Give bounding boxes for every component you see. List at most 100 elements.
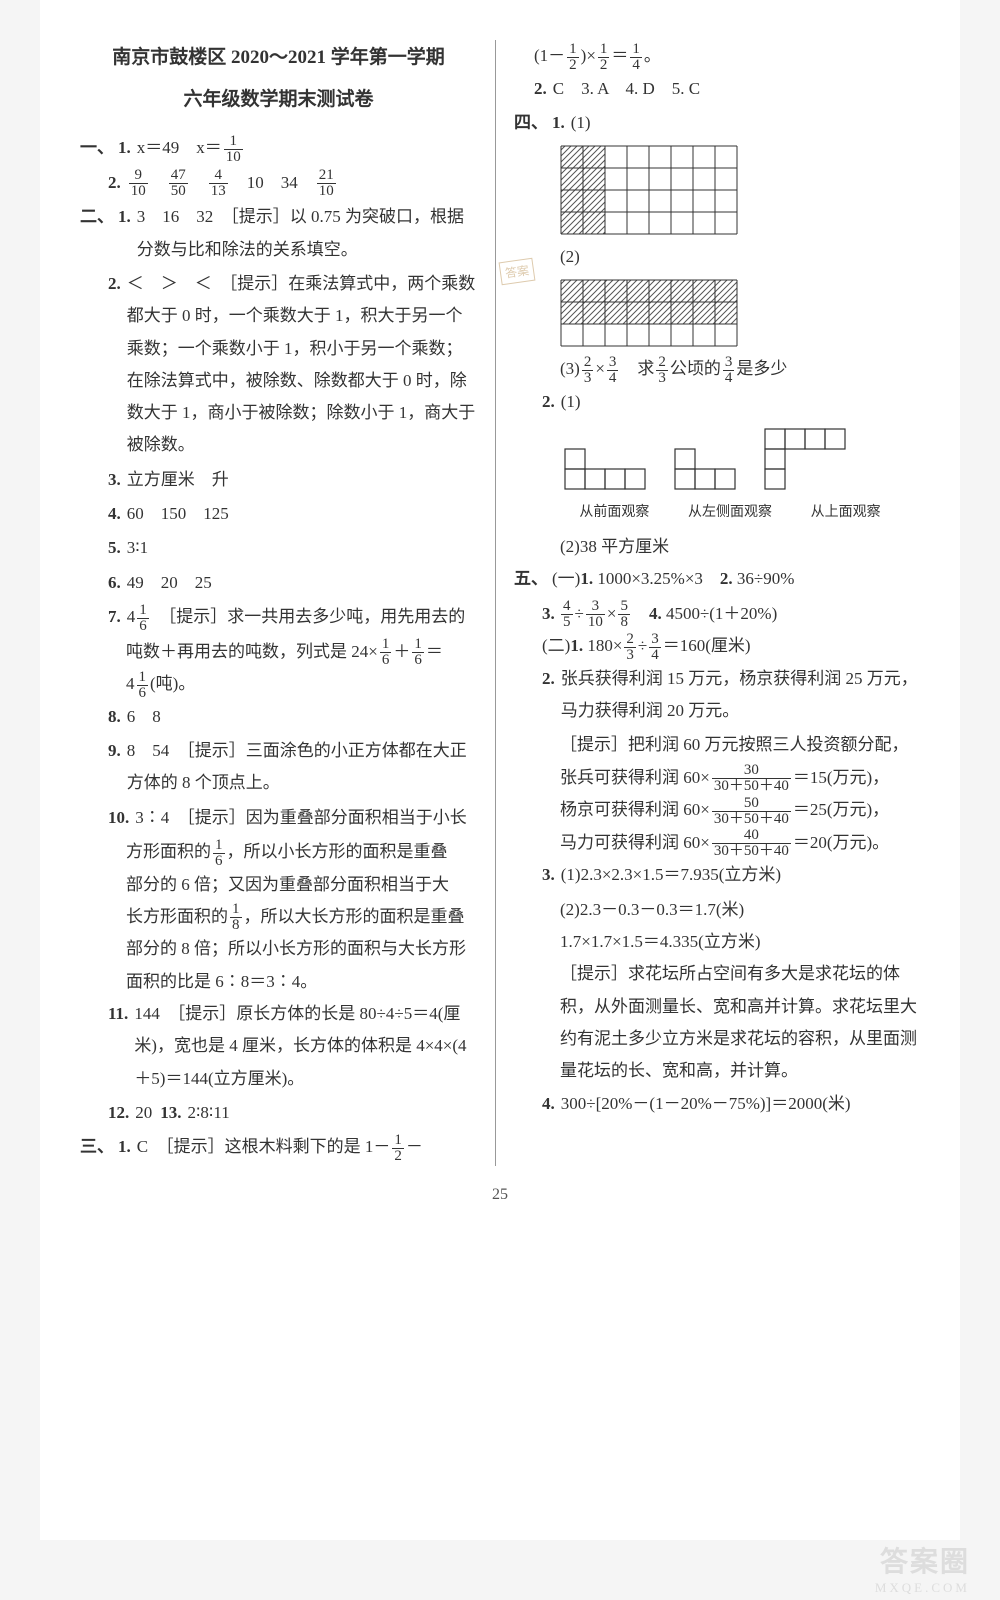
- fraction: 16: [412, 637, 424, 668]
- sec2-q10-cont3: 长方形面积的18，所以大长方形的面积是重叠: [80, 901, 477, 934]
- text: 公顷的: [670, 359, 721, 378]
- fraction: 16: [137, 670, 149, 701]
- fraction: 18: [230, 902, 242, 933]
- sec4-q1-3: (3)23×34 求23公顷的34是多少: [514, 353, 920, 386]
- sec5-p2-2c: 张兵可获得利润 60×3030＋50＋40＝15(万元)，: [514, 762, 920, 795]
- q-num: 1.: [552, 107, 565, 139]
- sec2-q10-cont2: 部分的 6 倍；又因为重叠部分面积相当于大: [80, 869, 477, 901]
- text: 20: [135, 1097, 152, 1129]
- fraction: 23: [624, 632, 636, 663]
- sec5-p2-2g: 马力可获得利润 60×4030＋50＋40＝20(万元)。: [514, 827, 920, 860]
- q-num: 1.: [118, 201, 131, 233]
- text: (吨)。: [150, 674, 195, 693]
- q-num: 1.: [118, 132, 131, 164]
- q-body: 3∶1: [127, 532, 477, 564]
- sec2-q3: 3. 立方厘米 升: [80, 464, 477, 496]
- q-body: 3∶4 ［提示］因为重叠部分面积相当于小长: [135, 802, 477, 834]
- fraction: 413: [209, 168, 228, 199]
- q-body: 张兵获得利润 15 万元，杨京获得利润 25 万元，马力获得利润 20 万元。: [561, 663, 920, 728]
- sec5-p2-1: (二)1. 180×23÷34＝160(厘米): [514, 630, 920, 663]
- fraction: 45: [561, 599, 573, 630]
- q-body: 910 4750 413 10 34 2110: [127, 167, 477, 200]
- sec-label: 五、: [514, 563, 548, 595]
- sec5-p2-2e: 杨京可获得利润 60×5030＋50＋40＝25(万元)，: [514, 794, 920, 827]
- text: 1000×3.25%×3: [597, 569, 703, 588]
- page: 答案 南京市鼓楼区 2020～2021 学年第一学期 六年级数学期末测试卷 一、…: [40, 0, 960, 1540]
- text: ＝25(万元)，: [793, 800, 889, 819]
- fraction: 910: [129, 168, 148, 199]
- text: ＋: [393, 642, 410, 661]
- q-num: 5.: [108, 532, 121, 564]
- fraction: 34: [607, 355, 619, 386]
- sec1-q1: 一、 1. x＝49 x＝110: [80, 132, 477, 165]
- q-body: 300÷[20%－(1－20%－75%)]＝2000(米): [561, 1088, 920, 1120]
- sec5-p2-3b: (2)2.3－0.3－0.3＝1.7(米): [514, 894, 920, 926]
- sec4-q1: 四、 1. (1): [514, 107, 920, 139]
- sec5-p2-2: 2. 张兵获得利润 15 万元，杨京获得利润 25 万元，马力获得利润 20 万…: [514, 663, 920, 728]
- sec5-p2-3c: 1.7×1.7×1.5＝4.335(立方米): [514, 926, 920, 958]
- view-label-front: 从前面观察: [579, 500, 649, 527]
- sec2-q7-cont: 吨数＋再用去的吨数，列式是 24×16＋16＝: [80, 636, 477, 669]
- q-num: 10.: [108, 802, 129, 834]
- text: x＝49 x＝: [137, 138, 222, 157]
- text: ＝: [611, 46, 628, 65]
- fraction: 3030＋50＋40: [712, 763, 791, 794]
- right-column: (1－12)×12＝14。 2. C 3. A 4. D 5. C 四、 1. …: [496, 40, 920, 1166]
- text: 180×: [587, 636, 622, 655]
- q-body: (一)1. 1000×3.25%×3 2. 36÷90%: [552, 563, 920, 595]
- text: 是多少: [736, 359, 787, 378]
- text: 长方形面积的: [126, 907, 228, 926]
- text: ×: [607, 604, 617, 623]
- sec3-q1: 三、 1. C ［提示］这根木料剩下的是 1－12－: [80, 1131, 477, 1164]
- q-num: 2.: [108, 268, 121, 300]
- q-body: 立方厘米 升: [127, 464, 477, 496]
- fraction: 12: [598, 42, 610, 73]
- sec3-cont: (1－12)×12＝14。: [514, 40, 920, 73]
- view-label-top: 从上面观察: [811, 500, 881, 527]
- q-body: (1)2.3×2.3×1.5＝7.935(立方米): [561, 859, 920, 891]
- q-body: 6 8: [127, 701, 477, 733]
- sec4-q2-2: (2)38 平方厘米: [514, 531, 920, 563]
- q-num: 7.: [108, 601, 121, 633]
- q-body: 416 ［提示］求一共用去多少吨，用先用去的: [127, 601, 477, 634]
- text: ，所以小长方形的面积是重叠: [227, 842, 448, 861]
- fraction: 12: [392, 1133, 404, 1164]
- text: ［提示］求一共用去多少吨，用先用去的: [168, 607, 466, 626]
- q-num: 1.: [118, 1131, 131, 1163]
- sec-label: 三、: [80, 1131, 114, 1163]
- q-body: 3 16 32 ［提示］以 0.75 为突破口，根据分数与比和除法的关系填空。: [137, 201, 477, 266]
- fraction: 16: [137, 603, 149, 634]
- left-column: 南京市鼓楼区 2020～2021 学年第一学期 六年级数学期末测试卷 一、 1.…: [80, 40, 496, 1166]
- sec2-q2: 2. ＜ ＞ ＜ ［提示］在乘法算式中，两个乘数都大于 0 时，一个乘数大于 1…: [80, 268, 477, 462]
- q-num: 6.: [108, 567, 121, 599]
- sec2-q7-cont2: 416(吨)。: [80, 668, 477, 701]
- text: 10: [247, 173, 264, 192]
- q-num: 12.: [108, 1097, 129, 1129]
- fraction: 4030＋50＋40: [712, 828, 791, 859]
- sec-label: 二、: [80, 201, 114, 233]
- grid1-diagram: [560, 145, 738, 235]
- columns: 南京市鼓楼区 2020～2021 学年第一学期 六年级数学期末测试卷 一、 1.…: [80, 40, 920, 1166]
- q-num: 4.: [108, 498, 121, 530]
- q-body: 60 150 125: [127, 498, 477, 530]
- sec2-q9: 9. 8 54 ［提示］三面涂色的小正方体都在大正方体的 8 个顶点上。: [80, 735, 477, 800]
- sec4-q2: 2. (1): [514, 386, 920, 418]
- fraction: 58: [618, 599, 630, 630]
- fraction: 34: [723, 355, 735, 386]
- fraction: 4750: [169, 168, 188, 199]
- fraction: 14: [630, 42, 642, 73]
- grid2-diagram: [560, 279, 738, 347]
- sec2-q11: 11. 144 ［提示］原长方体的长是 80÷4÷5＝4(厘米)，宽也是 4 厘…: [80, 998, 477, 1095]
- text: (3): [560, 359, 580, 378]
- title: 南京市鼓楼区 2020～2021 学年第一学期: [80, 40, 477, 76]
- q-body: 8 54 ［提示］三面涂色的小正方体都在大正方体的 8 个顶点上。: [127, 735, 477, 800]
- sec2-q10: 10. 3∶4 ［提示］因为重叠部分面积相当于小长: [80, 802, 477, 834]
- subtitle: 六年级数学期末测试卷: [80, 82, 477, 118]
- watermark-sub: MXQE.COM: [875, 1580, 970, 1596]
- text: ÷: [575, 604, 584, 623]
- text: 4: [127, 607, 136, 626]
- sec3-rest: 2. C 3. A 4. D 5. C: [514, 73, 920, 105]
- sec1-q2: 2. 910 4750 413 10 34 2110: [80, 167, 477, 200]
- q-num: 4.: [542, 1088, 555, 1120]
- sec2-q10-cont: 方形面积的16，所以小长方形的面积是重叠: [80, 836, 477, 869]
